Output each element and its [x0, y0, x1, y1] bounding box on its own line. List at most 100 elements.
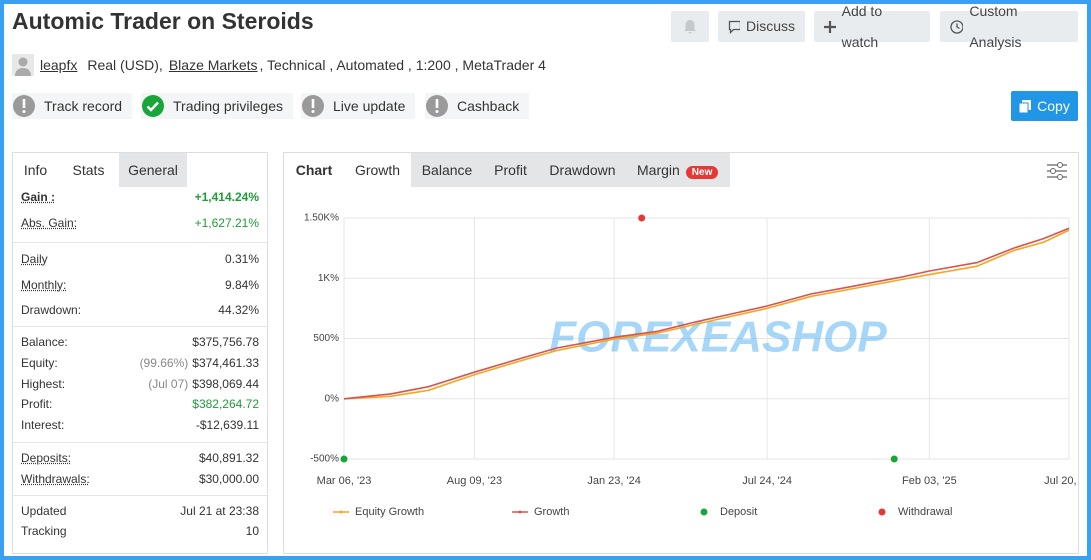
account-type: Real (USD), — [87, 57, 163, 73]
button-label: Custom Analysis — [969, 2, 1022, 50]
alert-button[interactable] — [671, 11, 709, 42]
stat-row: Tracking 10 — [21, 521, 259, 541]
stat-value: +1,414.24% — [195, 190, 259, 204]
stat-label: Equity: — [21, 356, 58, 370]
copy-button[interactable]: Copy — [1011, 91, 1078, 121]
stat-value: $382,264.72 — [192, 397, 259, 411]
avatar — [12, 54, 34, 76]
event-point — [890, 455, 898, 463]
plus-icon — [824, 20, 836, 33]
stat-label: Drawdown: — [21, 303, 82, 317]
stat-label: Interest: — [21, 418, 65, 432]
stat-label: Balance: — [21, 335, 68, 349]
stat-value: $40,891.32 — [199, 451, 259, 465]
chat-icon — [728, 20, 740, 34]
stat-row: Monthly: 9.84% — [21, 275, 259, 295]
bell-icon — [684, 19, 696, 33]
tab-label: Growth — [354, 162, 401, 178]
analysis-button[interactable]: Custom Analysis — [940, 4, 1078, 50]
stat-value: $375,756.78 — [192, 335, 259, 349]
badge-label: Live update — [333, 98, 406, 114]
stat-value: 9.84% — [225, 278, 259, 292]
status-icon — [302, 95, 324, 117]
stat-value: $30,000.00 — [199, 472, 259, 486]
separator — [13, 326, 267, 327]
stat-row: Deposits: $40,891.32 — [21, 448, 259, 468]
badge-label: Cashback — [457, 98, 520, 114]
stat-note: (99.66%) — [139, 356, 189, 370]
watch-button[interactable]: Add to watch — [814, 4, 930, 50]
event-point — [638, 214, 646, 222]
legend-label: Deposit — [720, 506, 757, 518]
y-tick-label: -500% — [310, 454, 339, 465]
stat-label: Deposits: — [21, 451, 72, 465]
stat-row: Balance: $375,756.78 — [21, 332, 259, 352]
stat-number: -$12,639.11 — [195, 418, 259, 432]
status-icon — [13, 95, 35, 117]
stat-number: $30,000.00 — [198, 472, 259, 486]
stat-number: $375,756.78 — [192, 335, 259, 349]
y-tick-label: 500% — [313, 333, 339, 344]
legend-label: Equity Growth — [355, 506, 424, 518]
legend-marker — [339, 510, 343, 514]
x-tick-label: Jan 23, '24 — [587, 475, 640, 487]
stat-number: 0.31% — [224, 252, 259, 266]
stat-number: 10 — [245, 524, 259, 538]
stat-row: Interest: -$12,639.11 — [21, 415, 259, 435]
tab-label: Profit — [494, 162, 527, 178]
series-line — [343, 229, 1070, 400]
copy-icon — [1019, 99, 1032, 113]
status-icon — [142, 95, 164, 117]
stat-label: Withdrawals: — [21, 472, 90, 486]
stat-row: Drawdown: 44.32% — [21, 300, 259, 320]
page-title: Automic Trader on Steroids — [12, 8, 314, 34]
stat-label: Gain : — [21, 190, 56, 204]
account-details: , Technical , Automated , 1:200 , MetaTr… — [259, 57, 546, 73]
stat-value: 10 — [246, 524, 259, 538]
tab-label: Chart — [295, 162, 333, 178]
stat-number: Jul 21 at 23:38 — [180, 504, 259, 518]
button-label: Add to watch — [841, 2, 883, 50]
watermark: FOREXEASHOP — [549, 313, 887, 362]
stat-value: +1,627.21% — [195, 216, 259, 230]
chart-tab: Margin New — [627, 153, 730, 187]
chart-tab: Drawdown — [538, 153, 627, 187]
stat-value: -$12,639.11 — [196, 418, 259, 432]
stat-label: Daily — [21, 252, 48, 266]
chart-tab: Profit — [483, 153, 538, 187]
discuss-button[interactable]: Discuss — [718, 11, 805, 42]
growth-chart: -500% 0% 500% 1K% 1.50K% Mar 06, '23 Aug 09, '… — [304, 213, 1078, 518]
broker-link[interactable]: Blaze Markets — [168, 57, 258, 73]
x-tick-label: Jul 24, '24 — [742, 475, 792, 487]
y-tick-label: 0% — [325, 393, 340, 404]
stat-row: Profit: $382,264.72 — [21, 394, 259, 414]
x-tick-label: Mar 06, '23 — [317, 475, 372, 487]
stat-number: $398,069.44 — [192, 377, 259, 391]
stats-tab: Info — [13, 153, 58, 187]
stat-row: Daily 0.31% — [21, 249, 259, 269]
stat-number: +1,414.24% — [194, 190, 259, 204]
separator — [13, 242, 267, 243]
button-label: Copy — [1037, 98, 1070, 114]
y-tick-label: 1K% — [318, 273, 339, 284]
stat-value: (Jul 07) $398,069.44 — [148, 377, 259, 391]
stat-value: 44.32% — [218, 303, 259, 317]
clock-icon — [950, 19, 964, 34]
stat-number: +1,627.21% — [194, 216, 259, 230]
stat-row: Gain : +1,414.24% — [21, 187, 259, 207]
stats-panel: Info Stats General Gain : +1,414.24% Abs. Gai… — [12, 152, 268, 554]
stat-number: $382,264.72 — [192, 397, 259, 411]
x-tick-label: Jul 20, '25 — [1044, 475, 1078, 487]
tab-label: Margin — [637, 162, 680, 178]
event-point — [340, 455, 348, 463]
series-line — [343, 227, 1070, 400]
settings-icon[interactable] — [1046, 161, 1068, 181]
user-link[interactable]: leapfx — [40, 57, 78, 73]
stat-label: Highest: — [21, 377, 66, 391]
status-badge: Trading privileges — [141, 93, 293, 119]
stat-number: $374,461.33 — [192, 356, 259, 370]
stat-row: Abs. Gain: +1,627.21% — [21, 213, 259, 233]
tab-label: Drawdown — [549, 162, 616, 178]
legend-marker — [700, 508, 708, 516]
